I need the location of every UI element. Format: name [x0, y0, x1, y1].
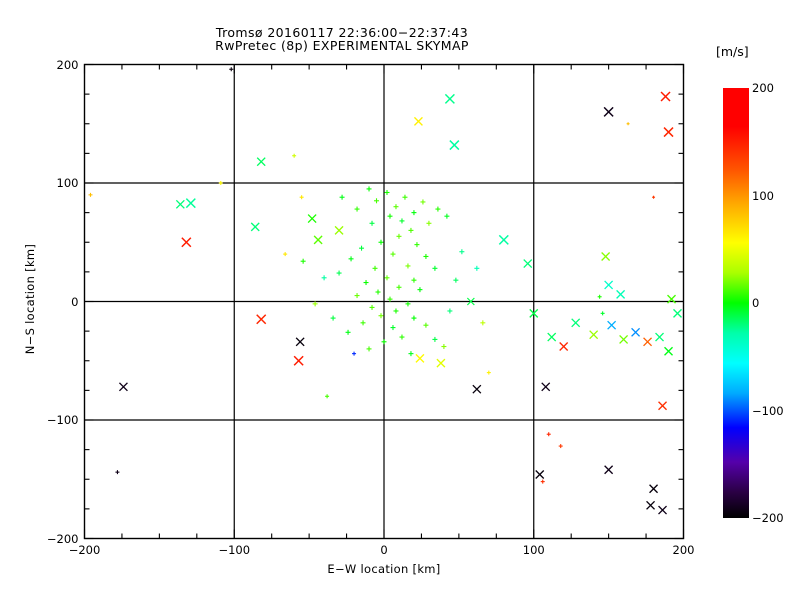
plot-frame [83, 63, 685, 540]
y-tick-label: 0 [71, 294, 79, 309]
title-line-2: RwPretec (8p) EXPERIMENTAL SKYMAP [215, 38, 469, 53]
title-line-1: Tromsø 20160117 22:36:00−22:37:43 [215, 25, 469, 40]
colorbar-tick-label: −200 [752, 511, 784, 525]
y-tick-label: 200 [56, 57, 79, 72]
colorbar-unit-label: [m/s] [716, 44, 749, 59]
colorbar-tick-label: 0 [752, 296, 760, 310]
colorbar-tick-label: 100 [752, 188, 774, 203]
y-axis-label: N−S location [km] [23, 243, 37, 355]
colorbar-tick-label: 200 [752, 81, 774, 95]
x-axis-label: E−W location [km] [327, 562, 441, 576]
x-tick-label: 100 [522, 543, 545, 557]
y-tick-label: −200 [46, 531, 79, 546]
x-tick-label: −200 [68, 543, 101, 557]
colorbar [723, 88, 749, 518]
gridlines [84, 64, 684, 539]
data-points [88, 67, 682, 515]
y-tick-label: 100 [56, 176, 79, 190]
x-tick-label: 0 [380, 543, 388, 557]
y-tick-label: −100 [46, 413, 79, 427]
figure-title: Tromsø 20160117 22:36:00−22:37:43 RwPret… [0, 26, 684, 52]
colorbar-tick-label: −100 [752, 403, 784, 418]
x-tick-label: −100 [218, 543, 251, 557]
x-tick-label: 200 [672, 543, 695, 557]
